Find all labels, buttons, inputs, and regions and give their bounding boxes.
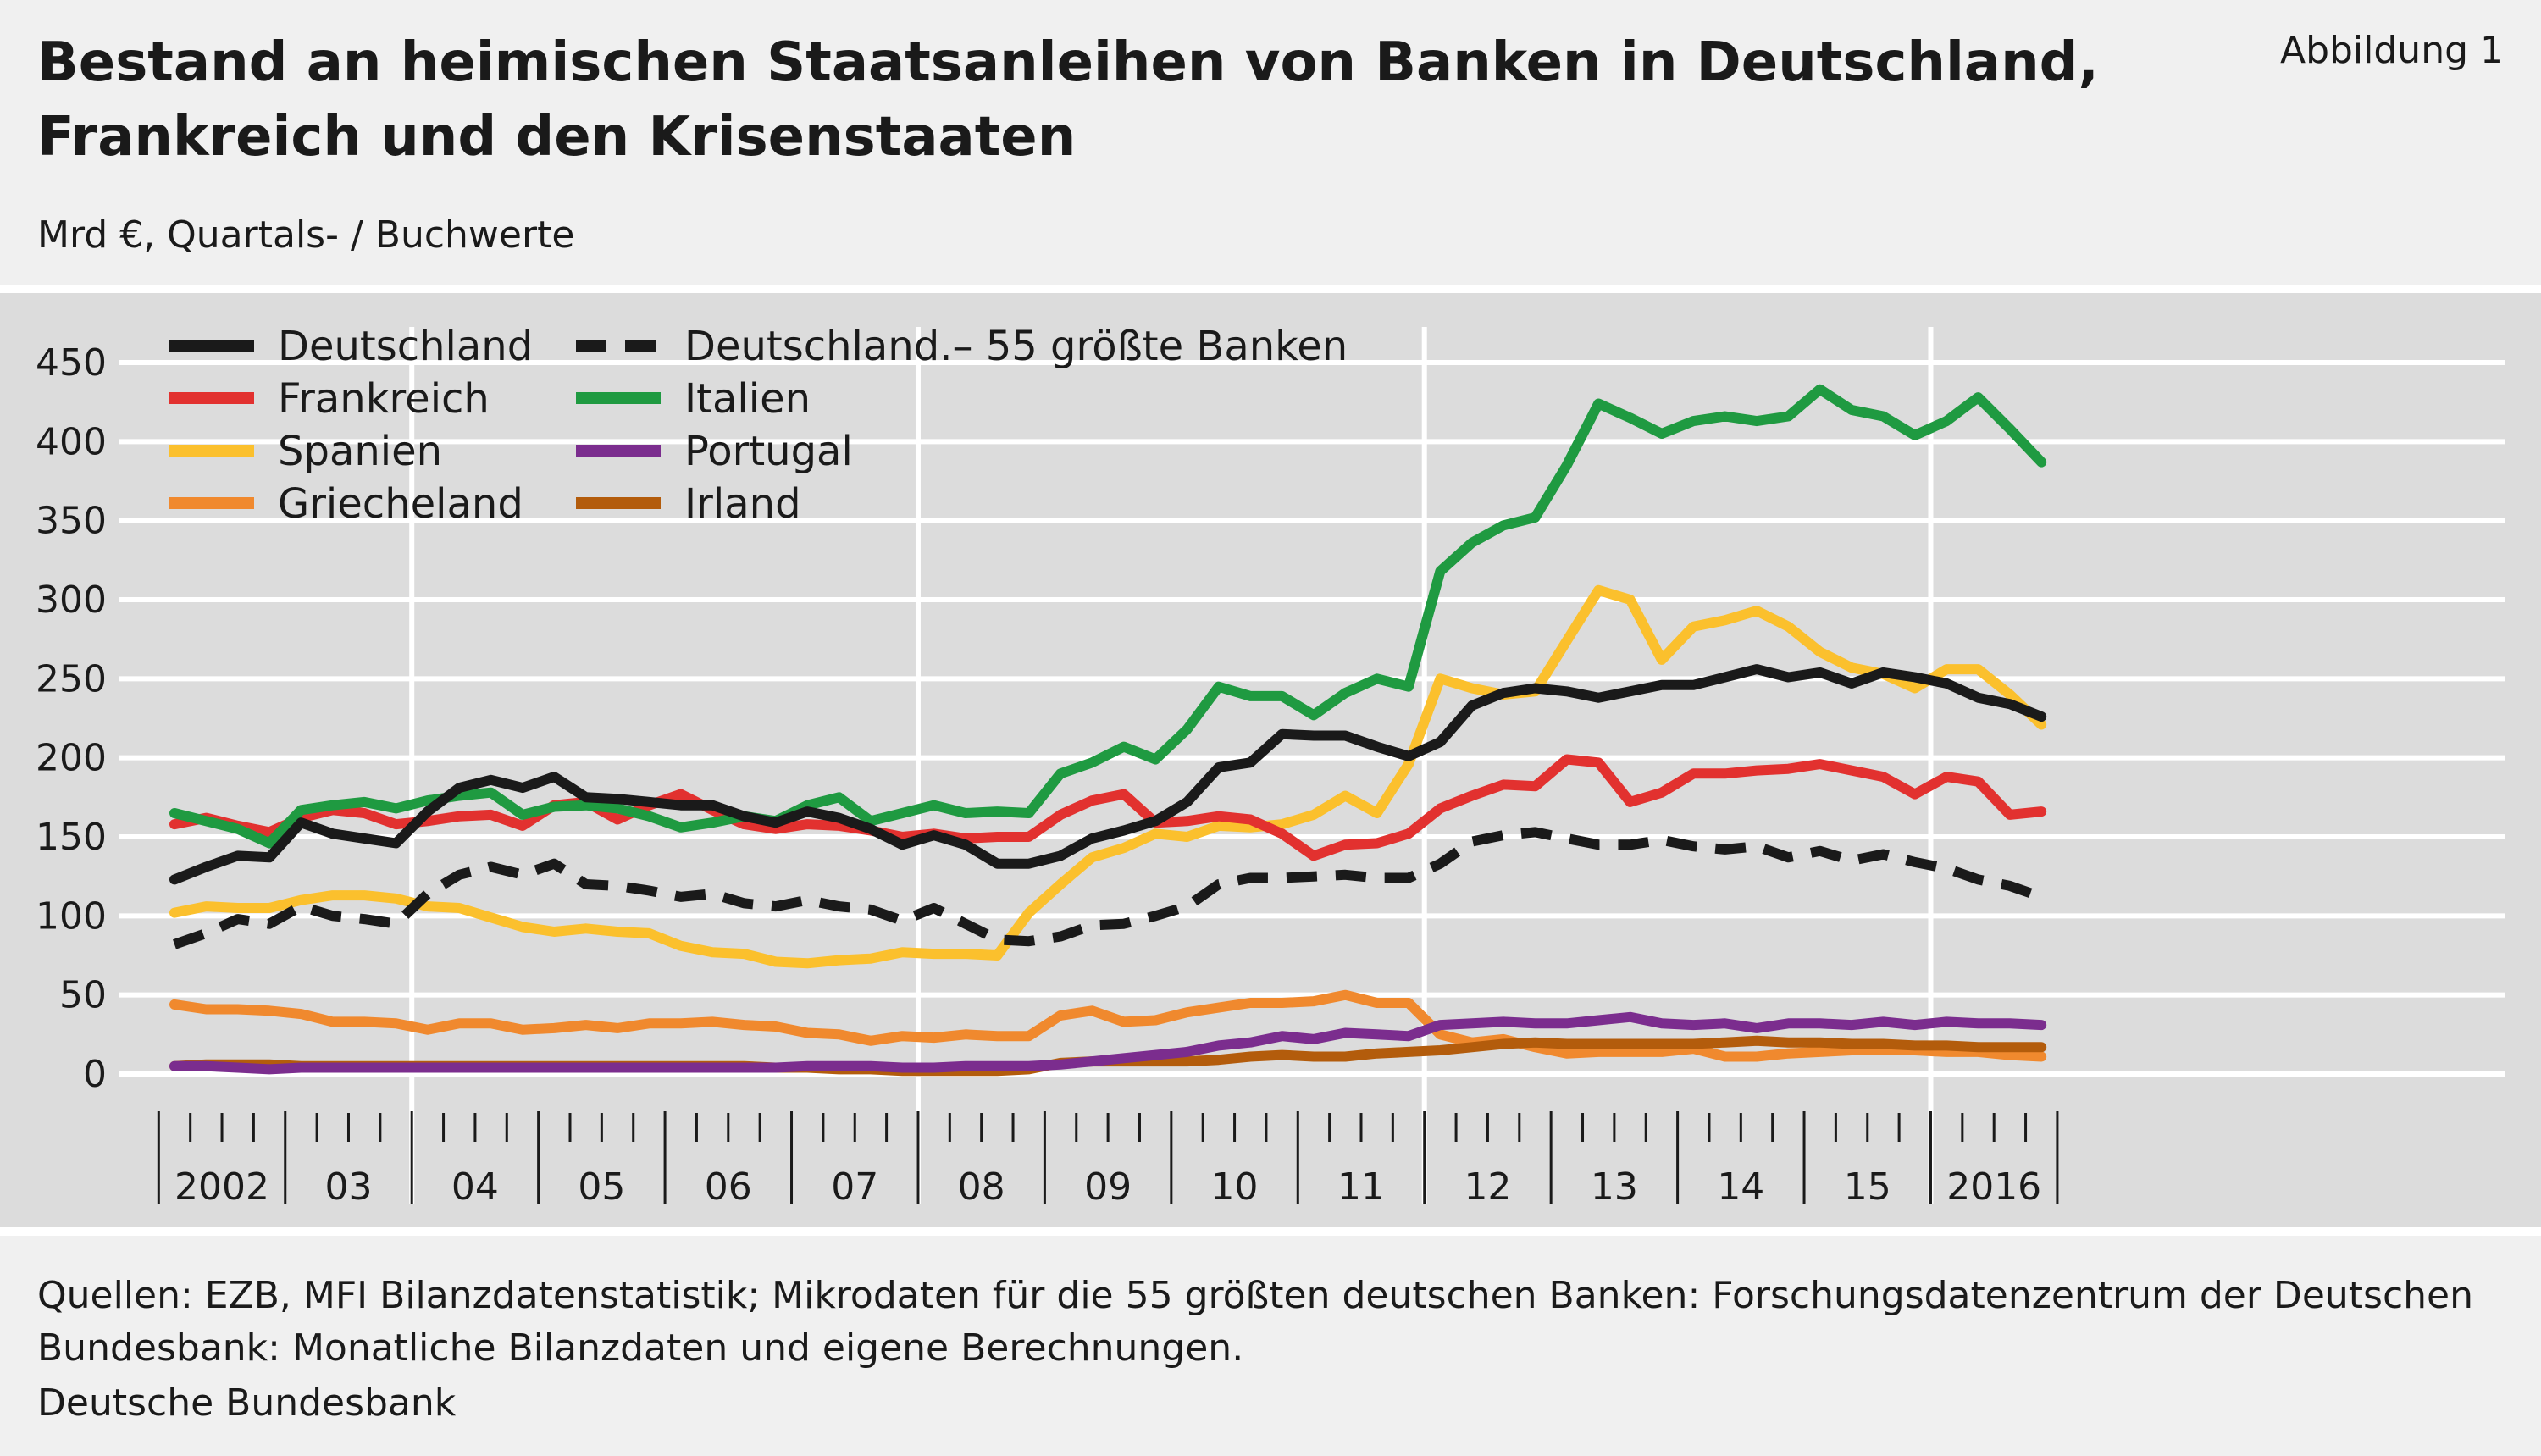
legend-label: Irland [684,480,801,528]
x-axis: 2002 03 04 05 06 07 08 09 10 11 12 13 14 15 2016 [157,1111,2059,1209]
y-tick-label: 0 [83,1053,107,1096]
legend-item-frankreich: Frankreich [169,375,490,423]
x-tick-label: 13 [1591,1165,1638,1209]
legend-item-deutschland-55-größte-banken: Deutschland.– 55 größte Banken [576,323,1348,370]
x-tick-label: 2002 [174,1165,269,1209]
y-tick-label: 200 [36,737,107,780]
chart-subtitle: Mrd €, Quartals- / Buchwerte [37,213,575,257]
legend-item-irland: Irland [576,480,801,528]
y-tick-label: 400 [36,420,107,463]
series-line-deutschland [169,664,2047,885]
y-tick-label: 350 [36,500,107,543]
figure-footer: Quellen: EZB, MFI Bilanzdatenstatistik; … [0,1236,2541,1456]
legend-label: Deutschland [278,323,533,370]
publisher-credit: Deutsche Bundesbank [37,1381,457,1425]
y-tick-label: 100 [36,894,107,938]
legend-item-griecheland: Griecheland [169,480,523,528]
series-line-griecheland [169,989,2047,1062]
y-tick-label: 450 [36,341,107,385]
x-tick-label: 03 [324,1165,372,1209]
y-tick-label: 50 [59,974,107,1017]
y-tick-label: 300 [36,579,107,622]
x-tick-label: 12 [1464,1165,1511,1209]
legend-label: Deutschland.– 55 größte Banken [684,323,1348,370]
figure-header: Bestand an heimischen Staatsanleihen von… [0,0,2541,288]
x-tick-label: 2016 [1946,1165,2041,1209]
series-line-frankreich [169,754,2047,861]
x-tick-label: 15 [1844,1165,1891,1209]
top-divider [0,285,2541,293]
x-tick-label: 07 [831,1165,878,1209]
legend-item-italien: Italien [576,375,811,423]
series-line-spanien [169,584,2047,969]
source-note: Quellen: EZB, MFI Bilanzdatenstatistik; … [37,1274,2473,1370]
chart-panel: 0 50 100 150 200 250 300 350 400 450 2002 03 04 05 06… [0,293,2541,1227]
legend-item-spanien: Spanien [169,428,442,475]
legend-label: Frankreich [278,375,490,423]
legend-label: Griecheland [278,480,523,528]
series-line-portugal [169,1011,2047,1075]
chart-title: Bestand an heimischen Staatsanleihen von… [37,25,2155,174]
title-line-1: Bestand an heimischen Staatsanleihen von… [37,31,2099,94]
legend-item-deutschland: Deutschland [169,323,533,370]
figure-number: Abbildung 1 [2279,29,2504,72]
x-tick-label: 09 [1084,1165,1132,1209]
x-tick-label: 10 [1211,1165,1259,1209]
x-tick-label: 06 [705,1165,752,1209]
x-tick-label: 05 [578,1165,625,1209]
legend-label: Italien [684,375,811,423]
y-axis: 0 50 100 150 200 250 300 350 400 450 [36,341,107,1096]
series-line-italien [169,384,2047,849]
x-tick-label: 14 [1717,1165,1764,1209]
line-chart: 0 50 100 150 200 250 300 350 400 450 2002 03 04 05 06… [36,323,2505,1209]
y-tick-label: 150 [36,816,107,859]
legend-label: Portugal [684,428,853,475]
title-line-2: Frankreich und den Krisenstaaten [37,106,1077,169]
x-tick-label: 11 [1337,1165,1385,1209]
legend-label: Spanien [278,428,442,475]
gridlines [119,327,2505,1204]
bottom-divider [0,1227,2541,1236]
x-tick-label: 08 [958,1165,1005,1209]
x-tick-label: 04 [451,1165,499,1209]
legend: Deutschland Frankreich Spanien Griecheland D… [169,323,1348,528]
y-tick-label: 250 [36,657,107,700]
series-line-deutschland-55-größte-banken [173,827,2044,949]
legend-item-portugal: Portugal [576,428,853,475]
series-lines [169,384,2047,1077]
